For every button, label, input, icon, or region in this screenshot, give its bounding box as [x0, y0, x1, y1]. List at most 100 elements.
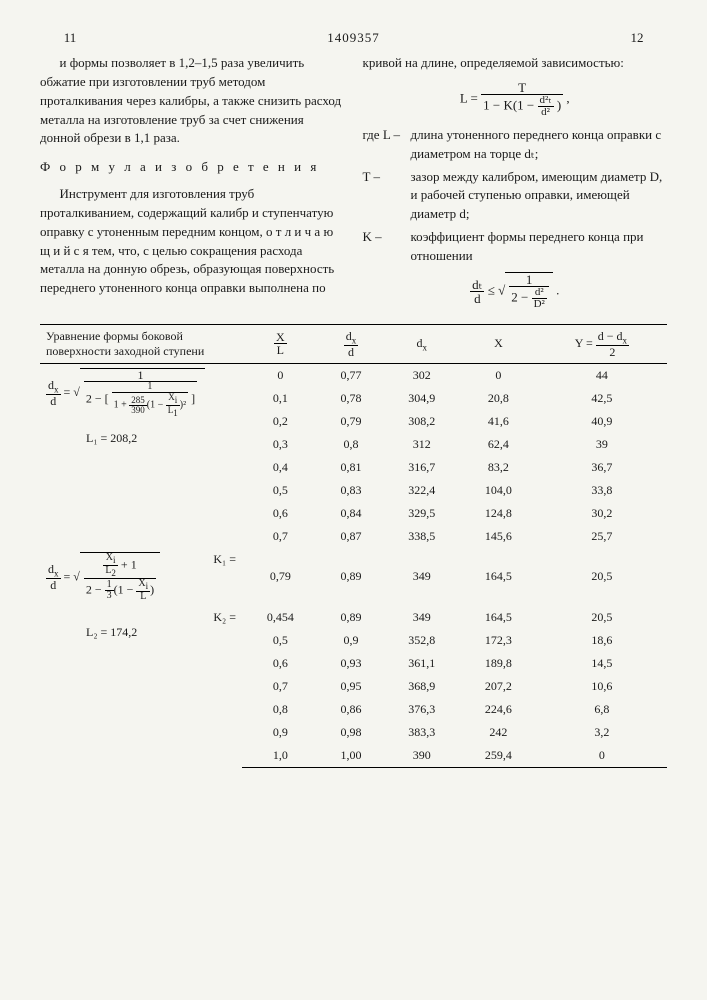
cell-dxd: 0,89 [319, 548, 384, 606]
cell-dxd: 1,00 [319, 744, 384, 768]
doc-number: 1409357 [100, 30, 607, 46]
cell-X: 172,3 [460, 629, 537, 652]
cell-Y: 3,2 [537, 721, 667, 744]
def-T: T – зазор между калибром, имеющим диамет… [363, 168, 668, 225]
formula-numerator: T [481, 81, 563, 95]
eq-cell-1: dxd = √12 − [ 11 + 285390(1 − XiL1)² ]L₁… [40, 363, 242, 548]
formula-label: L = [460, 90, 478, 105]
right-column: кривой на длине, определяемой зависимост… [363, 54, 668, 310]
cell-X: 189,8 [460, 652, 537, 675]
cell-xL: 0,2 [242, 410, 319, 433]
cell-Y: 42,5 [537, 387, 667, 410]
cell-dx: 329,5 [383, 502, 460, 525]
table-header-row: Уравнение формы боковой поверхности захо… [40, 324, 667, 363]
cell-Y: 20,5 [537, 606, 667, 629]
cell-Y: 6,8 [537, 698, 667, 721]
right-para-1: кривой на длине, определяемой зависимост… [363, 54, 668, 73]
two-column-text: и формы позволяет в 1,2–1,5 раза увеличи… [40, 54, 667, 310]
table-row: dxd = √12 − [ 11 + 285390(1 − XiL1)² ]L₁… [40, 363, 667, 387]
col-xL: XL [242, 324, 319, 363]
cell-X: 62,4 [460, 433, 537, 456]
cell-Y: 40,9 [537, 410, 667, 433]
cell-X: 224,6 [460, 698, 537, 721]
cell-xL: 0,5 [242, 479, 319, 502]
formula-punct: , [566, 90, 569, 105]
cell-X: 124,8 [460, 502, 537, 525]
cell-xL: 0,79 [242, 548, 319, 606]
left-para-2: Инструмент для изготовления труб проталк… [40, 185, 345, 298]
eq-cell-k2: K₂ =L₂ = 174,2 [40, 606, 242, 768]
cell-dx: 338,5 [383, 525, 460, 548]
cell-Y: 30,2 [537, 502, 667, 525]
cell-X: 0 [460, 363, 537, 387]
cell-dxd: 0,95 [319, 675, 384, 698]
cell-dxd: 0,79 [319, 410, 384, 433]
cell-X: 104,0 [460, 479, 537, 502]
col-dx: dx [383, 324, 460, 363]
cell-xL: 0,6 [242, 502, 319, 525]
cell-dx: 349 [383, 548, 460, 606]
cell-xL: 0,1 [242, 387, 319, 410]
cell-xL: 0,3 [242, 433, 319, 456]
cell-dx: 302 [383, 363, 460, 387]
cell-xL: 0,7 [242, 525, 319, 548]
eq-cell-k1: dxd = √XiL2 + 12 − 13(1 − XiL)K₁ = [40, 548, 242, 606]
cell-X: 20,8 [460, 387, 537, 410]
page-header: 11 1409357 12 [40, 30, 667, 46]
cell-X: 83,2 [460, 456, 537, 479]
cell-Y: 36,7 [537, 456, 667, 479]
table-row: K₂ =L₂ = 174,20,4540,89349164,520,5 [40, 606, 667, 629]
main-formula: L = T 1 − K(1 − d²ₜ d² ) , [363, 81, 668, 118]
cell-dx: 349 [383, 606, 460, 629]
cell-dxd: 0,83 [319, 479, 384, 502]
left-column: и формы позволяет в 1,2–1,5 раза увеличи… [40, 54, 345, 310]
cell-dx: 383,3 [383, 721, 460, 744]
cell-dxd: 0,86 [319, 698, 384, 721]
cell-xL: 0,4 [242, 456, 319, 479]
formula-denominator: 1 − K(1 − d²ₜ d² ) [481, 95, 563, 118]
cell-dxd: 0,87 [319, 525, 384, 548]
left-para-1: и формы позволяет в 1,2–1,5 раза увеличи… [40, 54, 345, 148]
cell-xL: 0,9 [242, 721, 319, 744]
inequality: dₜ d ≤ √ 1 2 − d² D² . [363, 272, 668, 310]
cell-Y: 33,8 [537, 479, 667, 502]
cell-Y: 10,6 [537, 675, 667, 698]
page-number-right: 12 [607, 30, 667, 46]
cell-X: 164,5 [460, 548, 537, 606]
cell-dxd: 0,78 [319, 387, 384, 410]
cell-dx: 352,8 [383, 629, 460, 652]
cell-xL: 0,454 [242, 606, 319, 629]
cell-dxd: 0,89 [319, 606, 384, 629]
cell-dx: 368,9 [383, 675, 460, 698]
cell-xL: 0,5 [242, 629, 319, 652]
table-row: dxd = √XiL2 + 12 − 13(1 − XiL)K₁ =0,790,… [40, 548, 667, 606]
cell-dx: 312 [383, 433, 460, 456]
cell-X: 207,2 [460, 675, 537, 698]
cell-dxd: 0,77 [319, 363, 384, 387]
cell-dx: 390 [383, 744, 460, 768]
col-dxd: dxd [319, 324, 384, 363]
formula-heading: Ф о р м у л а и з о б р е т е н и я [40, 158, 345, 177]
cell-dxd: 0,84 [319, 502, 384, 525]
cell-dx: 322,4 [383, 479, 460, 502]
cell-Y: 20,5 [537, 548, 667, 606]
col-Y: Y = d − dx2 [537, 324, 667, 363]
page-number-left: 11 [40, 30, 100, 46]
cell-Y: 25,7 [537, 525, 667, 548]
col-equation: Уравнение формы боковой поверхности захо… [40, 324, 242, 363]
data-table: Уравнение формы боковой поверхности захо… [40, 324, 667, 768]
cell-X: 164,5 [460, 606, 537, 629]
def-L: где L – длина утоненного переднего конца… [363, 126, 668, 164]
cell-dx: 316,7 [383, 456, 460, 479]
cell-xL: 0,7 [242, 675, 319, 698]
definitions: где L – длина утоненного переднего конца… [363, 126, 668, 266]
cell-dxd: 0,98 [319, 721, 384, 744]
cell-xL: 0,6 [242, 652, 319, 675]
def-K: K – коэффициент формы переднего конца пр… [363, 228, 668, 266]
cell-dxd: 0,93 [319, 652, 384, 675]
cell-Y: 14,5 [537, 652, 667, 675]
cell-dx: 308,2 [383, 410, 460, 433]
col-X: X [460, 324, 537, 363]
cell-dx: 376,3 [383, 698, 460, 721]
cell-xL: 1,0 [242, 744, 319, 768]
